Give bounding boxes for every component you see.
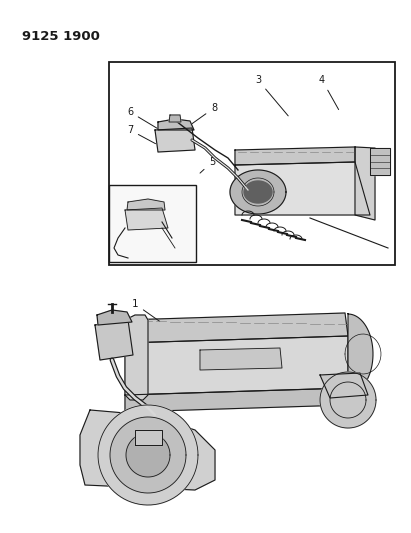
Polygon shape [244,181,272,203]
Polygon shape [125,208,168,230]
Text: 9: 9 [115,239,136,253]
Text: 7: 7 [127,125,155,144]
Polygon shape [135,430,162,445]
Polygon shape [110,417,186,493]
Polygon shape [125,313,348,343]
Polygon shape [126,433,170,477]
Polygon shape [80,410,215,490]
Polygon shape [127,199,165,210]
Polygon shape [355,147,375,220]
Polygon shape [320,373,368,398]
Polygon shape [98,405,198,505]
Polygon shape [200,348,282,370]
Polygon shape [235,162,370,215]
Polygon shape [125,336,348,395]
Text: 4: 4 [319,75,339,110]
Text: 6: 6 [127,107,158,128]
Polygon shape [348,313,373,395]
Polygon shape [169,115,181,122]
Polygon shape [230,170,286,214]
Text: 2: 2 [125,376,145,390]
Polygon shape [97,310,132,325]
Polygon shape [155,128,195,152]
Bar [109,62,395,265]
Polygon shape [370,148,390,175]
Polygon shape [95,320,133,360]
Polygon shape [235,147,355,165]
Polygon shape [158,119,194,130]
Text: 9125 1900: 9125 1900 [22,30,100,43]
Bar [109,185,196,262]
Text: 3: 3 [255,75,288,116]
Text: 5: 5 [200,157,215,173]
Polygon shape [320,372,376,428]
Polygon shape [125,315,148,400]
Text: 8: 8 [188,103,217,126]
Text: 1: 1 [132,299,160,321]
Polygon shape [125,388,348,412]
